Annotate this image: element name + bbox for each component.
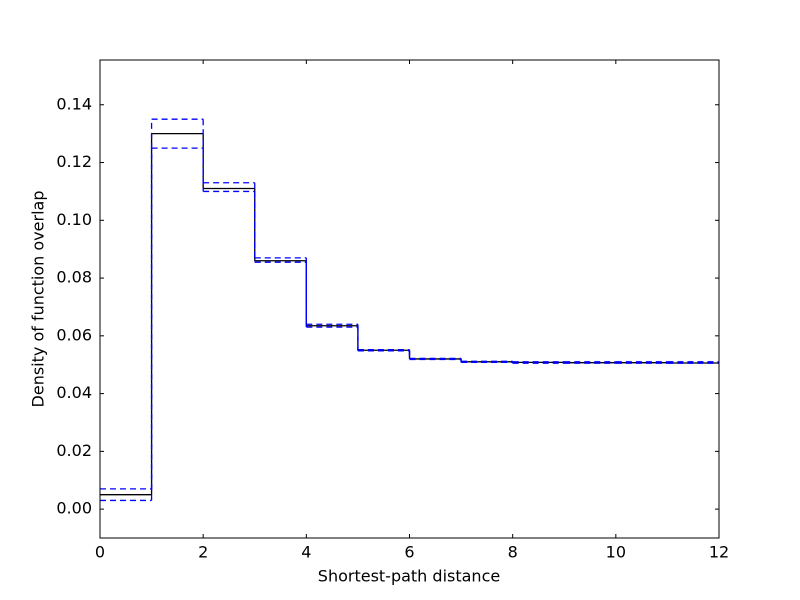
y-tick-label: 0.04 [56, 383, 92, 402]
y-tick-label: 0.10 [56, 210, 92, 229]
x-tick-label: 10 [606, 543, 626, 562]
x-tick-label: 12 [709, 543, 729, 562]
x-tick-label: 0 [95, 543, 105, 562]
y-tick-label: 0.14 [56, 94, 92, 113]
y-tick-label: 0.02 [56, 441, 92, 460]
y-tick-label: 0.00 [56, 499, 92, 518]
y-tick-label: 0.08 [56, 268, 92, 287]
x-axis-label: Shortest-path distance [318, 567, 500, 586]
y-tick-label: 0.06 [56, 325, 92, 344]
x-tick-label: 6 [404, 543, 414, 562]
y-tick-label: 0.12 [56, 152, 92, 171]
x-tick-label: 2 [198, 543, 208, 562]
x-tick-label: 8 [508, 543, 518, 562]
x-tick-label: 4 [301, 543, 311, 562]
y-axis-label: Density of function overlap [29, 191, 48, 408]
